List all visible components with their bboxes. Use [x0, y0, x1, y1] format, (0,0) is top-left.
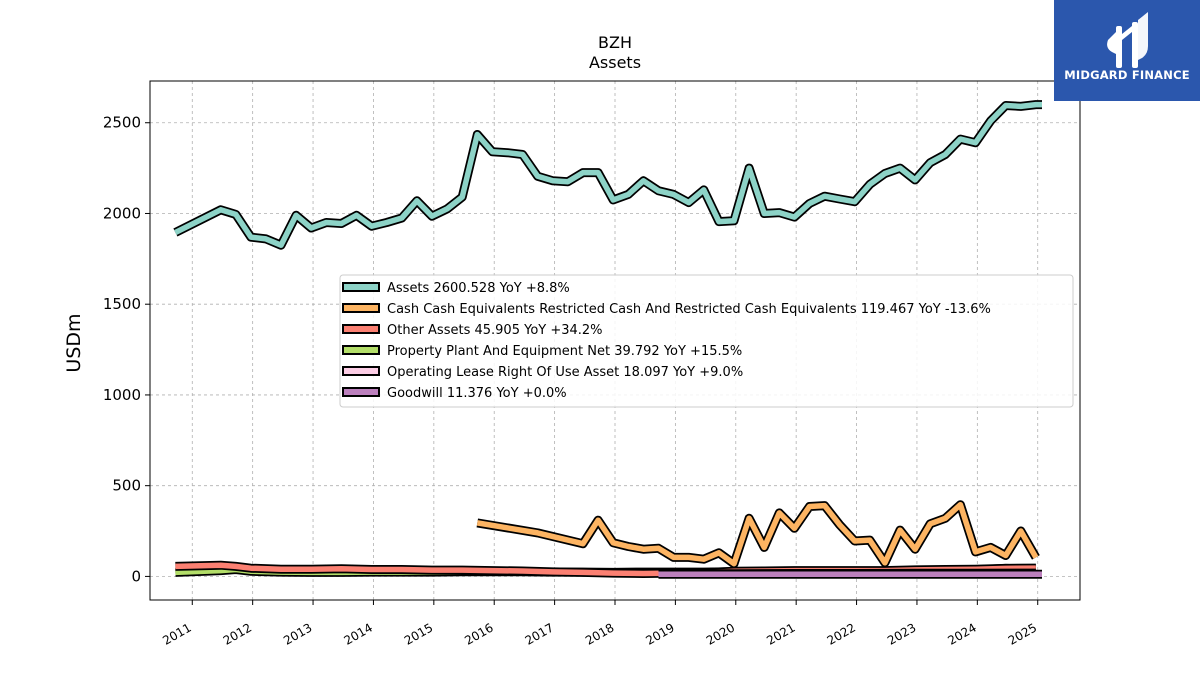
legend-label: Other Assets 45.905 YoY +34.2%	[387, 323, 603, 338]
logo-text: MIDGARD FINANCE	[1064, 68, 1190, 82]
legend-label: Operating Lease Right Of Use Asset 18.09…	[387, 365, 743, 380]
y-tick-label: 2000	[103, 204, 141, 222]
brand-logo: MIDGARD FINANCE	[1054, 0, 1200, 101]
legend-swatch	[342, 366, 380, 376]
series-line-assets	[174, 101, 1042, 248]
legend-label: Cash Cash Equivalents Restricted Cash An…	[387, 302, 991, 317]
legend-swatch	[342, 324, 380, 334]
legend-swatch	[342, 345, 380, 355]
series-layer	[173, 100, 1042, 579]
chart-title: BZH	[598, 33, 632, 52]
legend-label: Goodwill 11.376 YoY +0.0%	[387, 386, 567, 401]
y-axis: 0 500 1000 1500 2000 2500	[103, 114, 150, 585]
chart-subtitle: Assets	[589, 53, 641, 72]
y-tick-label: 0	[131, 567, 141, 585]
y-tick-label: 500	[112, 477, 141, 495]
legend-swatch	[342, 387, 380, 397]
legend-swatch	[342, 303, 380, 313]
logo-mark-icon	[1107, 12, 1148, 68]
y-tick-label: 2500	[103, 114, 141, 132]
legend-box	[339, 274, 1074, 408]
legend-label: Assets 2600.528 YoY +8.8%	[387, 281, 570, 296]
series-line-cash-cash-equivalents-restricted-cash-and-restricted-cash-equivalents	[476, 501, 1039, 567]
y-tick-label: 1000	[103, 386, 141, 404]
legend: Assets 2600.528 YoY +8.8% Cash Cash Equiv…	[339, 274, 1074, 408]
legend-swatch	[342, 282, 380, 292]
legend-label: Property Plant And Equipment Net 39.792 …	[387, 344, 742, 359]
y-tick-label: 1500	[103, 295, 141, 313]
y-axis-label: USDm	[63, 313, 85, 372]
